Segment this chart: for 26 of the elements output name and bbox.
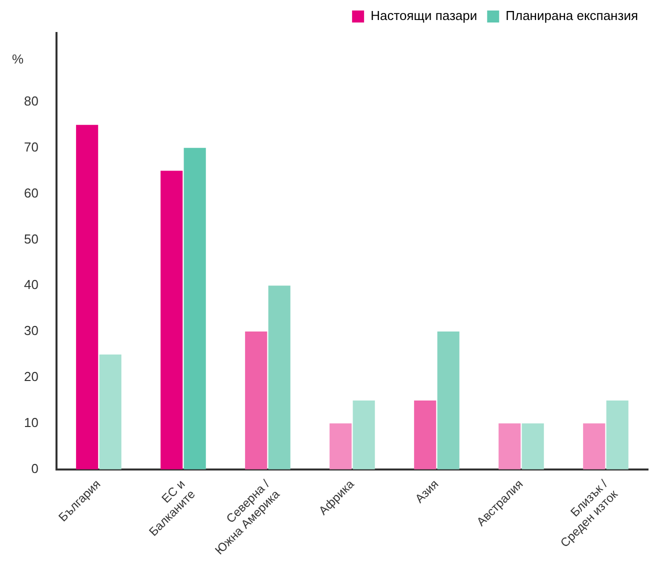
bar: [99, 354, 122, 470]
bar: [76, 124, 98, 470]
y-tick-label: 70: [24, 139, 38, 154]
y-tick-label: 30: [24, 323, 38, 338]
bar: [606, 400, 628, 470]
bar: [160, 170, 183, 470]
bar: [414, 400, 436, 470]
bar: [522, 423, 544, 470]
y-tick-label: 50: [24, 231, 38, 246]
bar: [437, 332, 460, 470]
bar: [583, 423, 606, 470]
y-tick-label: 40: [24, 277, 38, 292]
legend-label: Планирана експанзия: [506, 8, 638, 24]
legend-label: Настоящи пазари: [370, 8, 478, 24]
bar: [330, 423, 352, 470]
bar: [184, 148, 206, 470]
y-tick-label: 10: [24, 414, 38, 430]
bar: [268, 286, 290, 470]
bar: [352, 400, 375, 470]
y-tick-label: 60: [24, 185, 38, 200]
bar: [498, 423, 521, 470]
y-tick-label: 20: [24, 369, 38, 384]
y-axis-title: %: [12, 52, 24, 67]
y-tick-label: 80: [24, 93, 38, 108]
bar: [245, 332, 268, 470]
y-tick-label: 0: [31, 460, 38, 476]
